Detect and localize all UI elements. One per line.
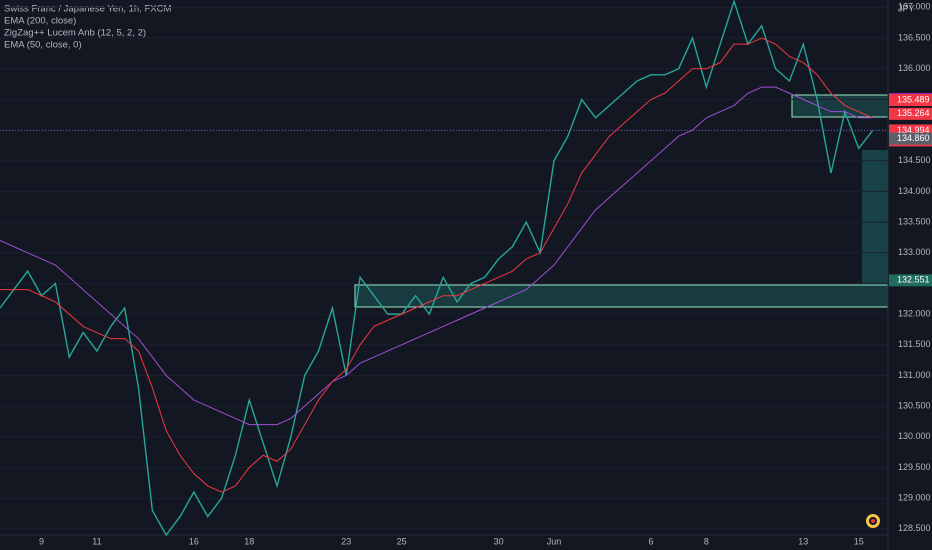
y-tick-label: 134.500	[898, 155, 931, 165]
x-tick-label: 11	[92, 536, 101, 546]
y-tick-label: 133.500	[898, 216, 931, 226]
legend-entry: ZigZag++ Lucem Anb (12, 5, 2, 2)	[4, 28, 146, 39]
x-tick-label: 6	[648, 536, 653, 546]
zone	[354, 284, 889, 308]
zone	[791, 94, 889, 118]
price-badge	[889, 94, 932, 107]
x-tick-label: 30	[494, 536, 504, 546]
price-label: 134.994	[897, 125, 930, 135]
series-line	[0, 86, 873, 426]
x-tick-label: 13	[798, 536, 808, 546]
price-badge	[889, 132, 932, 145]
price-label: 134.860	[897, 133, 930, 143]
target-box	[862, 150, 888, 285]
y-tick-label: 136.000	[898, 63, 931, 73]
y-tick-label: 134.000	[898, 186, 931, 196]
price-label: 135.264	[897, 108, 930, 118]
chart-title: Swiss Franc / Japanese Yen, 1h, FXCM	[4, 4, 171, 15]
series-line	[0, 0, 874, 537]
x-tick-label: 16	[189, 536, 199, 546]
y-tick-label: 131.000	[898, 370, 931, 380]
price-label: 135.489	[897, 94, 930, 104]
y-tick-label: 130.500	[898, 401, 931, 411]
y-tick-label: 132.000	[898, 309, 931, 319]
price-label: 132.551	[897, 275, 930, 285]
y-tick-label: 129.500	[898, 462, 931, 472]
x-tick-label: 9	[39, 536, 44, 546]
y-tick-label: 136.500	[898, 32, 931, 42]
legend-entry: EMA (200, close)	[4, 16, 76, 27]
logo	[871, 519, 875, 523]
y-tick-label: 129.000	[898, 493, 931, 503]
x-tick-label: 15	[854, 536, 864, 546]
y-tick-label: 131.500	[898, 339, 931, 349]
y-tick-label: 128.500	[898, 523, 931, 533]
x-tick-label: Jun	[547, 536, 562, 546]
y-tick-label: 137.000	[898, 2, 931, 12]
legend-entry: EMA (50, close, 0)	[4, 40, 82, 51]
price-badge	[889, 274, 932, 287]
y-tick-label: 133.000	[898, 247, 931, 257]
x-tick-label: 8	[704, 536, 709, 546]
price-badge	[889, 107, 932, 120]
x-tick-label: 25	[397, 536, 407, 546]
x-tick-label: 18	[244, 536, 254, 546]
x-tick-label: 23	[341, 536, 351, 546]
currency-label: JPY	[898, 3, 915, 13]
y-tick-label: 130.000	[898, 431, 931, 441]
series-line	[0, 37, 873, 493]
